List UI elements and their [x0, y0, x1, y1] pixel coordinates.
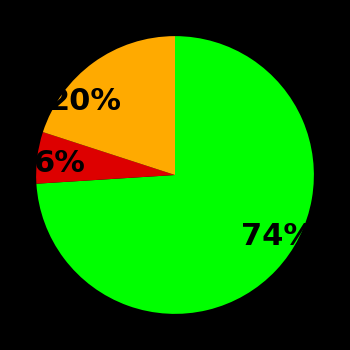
Wedge shape [43, 36, 175, 175]
Wedge shape [36, 36, 314, 314]
Text: 20%: 20% [49, 88, 122, 117]
Text: 6%: 6% [34, 149, 85, 178]
Text: 74%: 74% [241, 222, 314, 251]
Wedge shape [36, 132, 175, 184]
